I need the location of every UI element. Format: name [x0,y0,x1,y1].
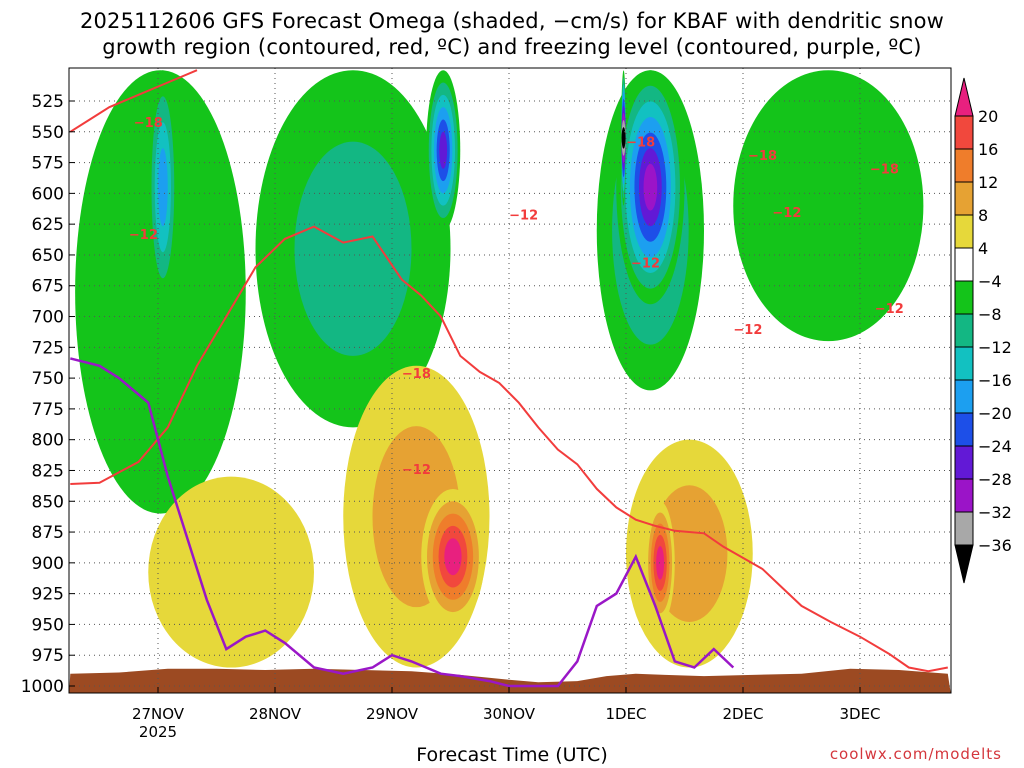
colorbar-bin [954,280,974,315]
colorbar-bin [954,478,974,513]
colorbar-bin [954,379,974,414]
colorbar-bin [954,412,974,447]
contour-label: −18 [748,149,777,164]
colorbar-label: 12 [978,173,998,192]
omega-region-rising-nov29-core [439,131,448,169]
x-tick-label: 2DEC [722,705,763,723]
contour-label: −12 [772,206,801,221]
x-tick-label: 30NOV [483,705,536,723]
colorbar: 20 16 12 8 4 −4 −8 −12 −16 −20 −24 −28 −32 −36 [954,77,1012,584]
x-tick-label: 1DEC [605,705,646,723]
contour-label: −18 [134,116,163,131]
x-tick-label: 27NOV [132,705,185,723]
y-tick-label: 825 [32,461,64,481]
x-tick-label: 3DEC [839,705,880,723]
credit-text: coolwx.com/modelts [829,745,1002,763]
colorbar-bin [954,445,974,480]
omega-region-rising-nov27-core [158,148,168,227]
x-tick-sublabel: 2025 [139,723,177,741]
y-tick-label: 850 [32,492,64,512]
y-tick-label: 675 [32,277,64,297]
y-tick-label: 650 [32,246,64,266]
y-tick-label: 950 [32,615,64,635]
terrain-fill [69,668,951,693]
omega-region-rising-dec1-extreme [621,127,626,149]
contour-label: −12 [733,323,762,338]
omega-shading-layer [75,70,924,668]
colorbar-bin [954,511,974,546]
y-tick-label: 575 [32,154,64,174]
colorbar-label: 20 [978,107,998,126]
colorbar-label: −32 [978,503,1012,522]
omega-region-rising-dec2-3 [733,70,924,342]
y-tick-label: 900 [32,554,64,574]
contour-label: −12 [631,256,660,271]
colorbar-label: 4 [978,239,988,258]
y-tick-label: 975 [32,646,64,666]
contour-label: −12 [875,302,904,317]
colorbar-bin [954,214,974,249]
y-tick-label: 525 [32,92,64,112]
temperature-contours-layer: −18 −12 −18 −12 −12 −18 −12 −18 −12 −12 −18 −12 [69,69,948,688]
colorbar-label: −12 [978,338,1012,357]
y-tick-label: 725 [32,338,64,358]
colorbar-bin [954,346,974,381]
y-tick-label: 550 [32,123,64,143]
omega-region-sinking-nov27-28 [148,476,314,668]
contour-label: −12 [509,208,538,223]
contour-label: −18 [870,163,899,178]
colorbar-bin-bottom [954,544,974,584]
chart-title-line2: growth region (contoured, red, ºC) and f… [102,35,922,59]
contour-label: −12 [402,463,431,478]
colorbar-bin [954,148,974,183]
contour-label: −12 [129,228,158,243]
y-tick-label: 1000 [21,677,64,697]
chart-title: 2025112606 GFS Forecast Omega (shaded, −… [0,8,1024,60]
dgz-contour--12 [70,225,948,673]
colorbar-bin [954,181,974,216]
y-tick-label: 775 [32,400,64,420]
plot-frame [68,67,952,694]
colorbar-label: −24 [978,437,1012,456]
omega-region-sinking-nov29-core [444,538,462,576]
y-tick-label: 600 [32,184,64,204]
colorbar-bin-top [954,77,974,117]
y-tick-label: 750 [32,369,64,389]
colorbar-bin [954,247,974,282]
colorbar-label: −4 [978,272,1002,291]
colorbar-bin [954,115,974,150]
y-axis: 525 550 575 600 625 650 675 700 725 750 775 800 825 8… [21,92,75,697]
y-tick-label: 625 [32,215,64,235]
contour-label: −18 [626,136,655,151]
y-tick-label: 700 [32,308,64,328]
freezing-level-contour [69,357,735,688]
x-tick-label: 28NOV [249,705,302,723]
contour-label: −18 [402,367,431,382]
omega-region-sinking-dec1-core [656,546,665,580]
colorbar-label: −36 [978,536,1012,555]
dgz-contour--18 [69,69,198,133]
colorbar-bin [954,313,974,348]
colorbar-label: −20 [978,404,1012,423]
chart-title-line1: 2025112606 GFS Forecast Omega (shaded, −… [79,9,945,33]
colorbar-label: −28 [978,470,1012,489]
terrain-layer [69,668,951,693]
x-axis-title: Forecast Time (UTC) [416,744,608,766]
x-tick-label: 29NOV [366,705,419,723]
colorbar-label: −8 [978,305,1002,324]
colorbar-label: 16 [978,140,998,159]
colorbar-label: 8 [978,206,988,225]
colorbar-label: −16 [978,371,1012,390]
omega-region-rising-dec1-core [643,163,658,211]
omega-region-rising-nov28-29 [294,141,412,356]
y-tick-label: 925 [32,585,64,605]
y-tick-label: 875 [32,523,64,543]
y-tick-label: 800 [32,431,64,451]
